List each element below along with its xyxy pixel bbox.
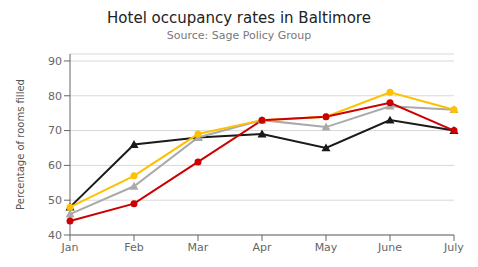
- svg-text:40: 40: [48, 229, 62, 242]
- svg-text:Jan: Jan: [61, 241, 79, 254]
- svg-text:Percentage of rooms filled: Percentage of rooms filled: [15, 79, 26, 210]
- svg-text:Mar: Mar: [188, 241, 209, 254]
- svg-text:90: 90: [48, 55, 62, 68]
- svg-text:June: June: [377, 241, 402, 254]
- svg-text:Apr: Apr: [252, 241, 272, 254]
- svg-text:80: 80: [48, 90, 62, 103]
- html-text:Source: Sage Policy Group: Source: Sage Policy Group: [166, 29, 312, 42]
- svg-text:50: 50: [48, 194, 62, 207]
- svg-text:Feb: Feb: [124, 241, 143, 254]
- svg-text:60: 60: [48, 159, 62, 172]
- html-text:Hotel occupancy rates in Balti: Hotel occupancy rates in Baltimore: [107, 9, 371, 27]
- svg-text:July: July: [443, 241, 464, 254]
- svg-text:70: 70: [48, 124, 62, 137]
- svg-text:May: May: [315, 241, 338, 254]
